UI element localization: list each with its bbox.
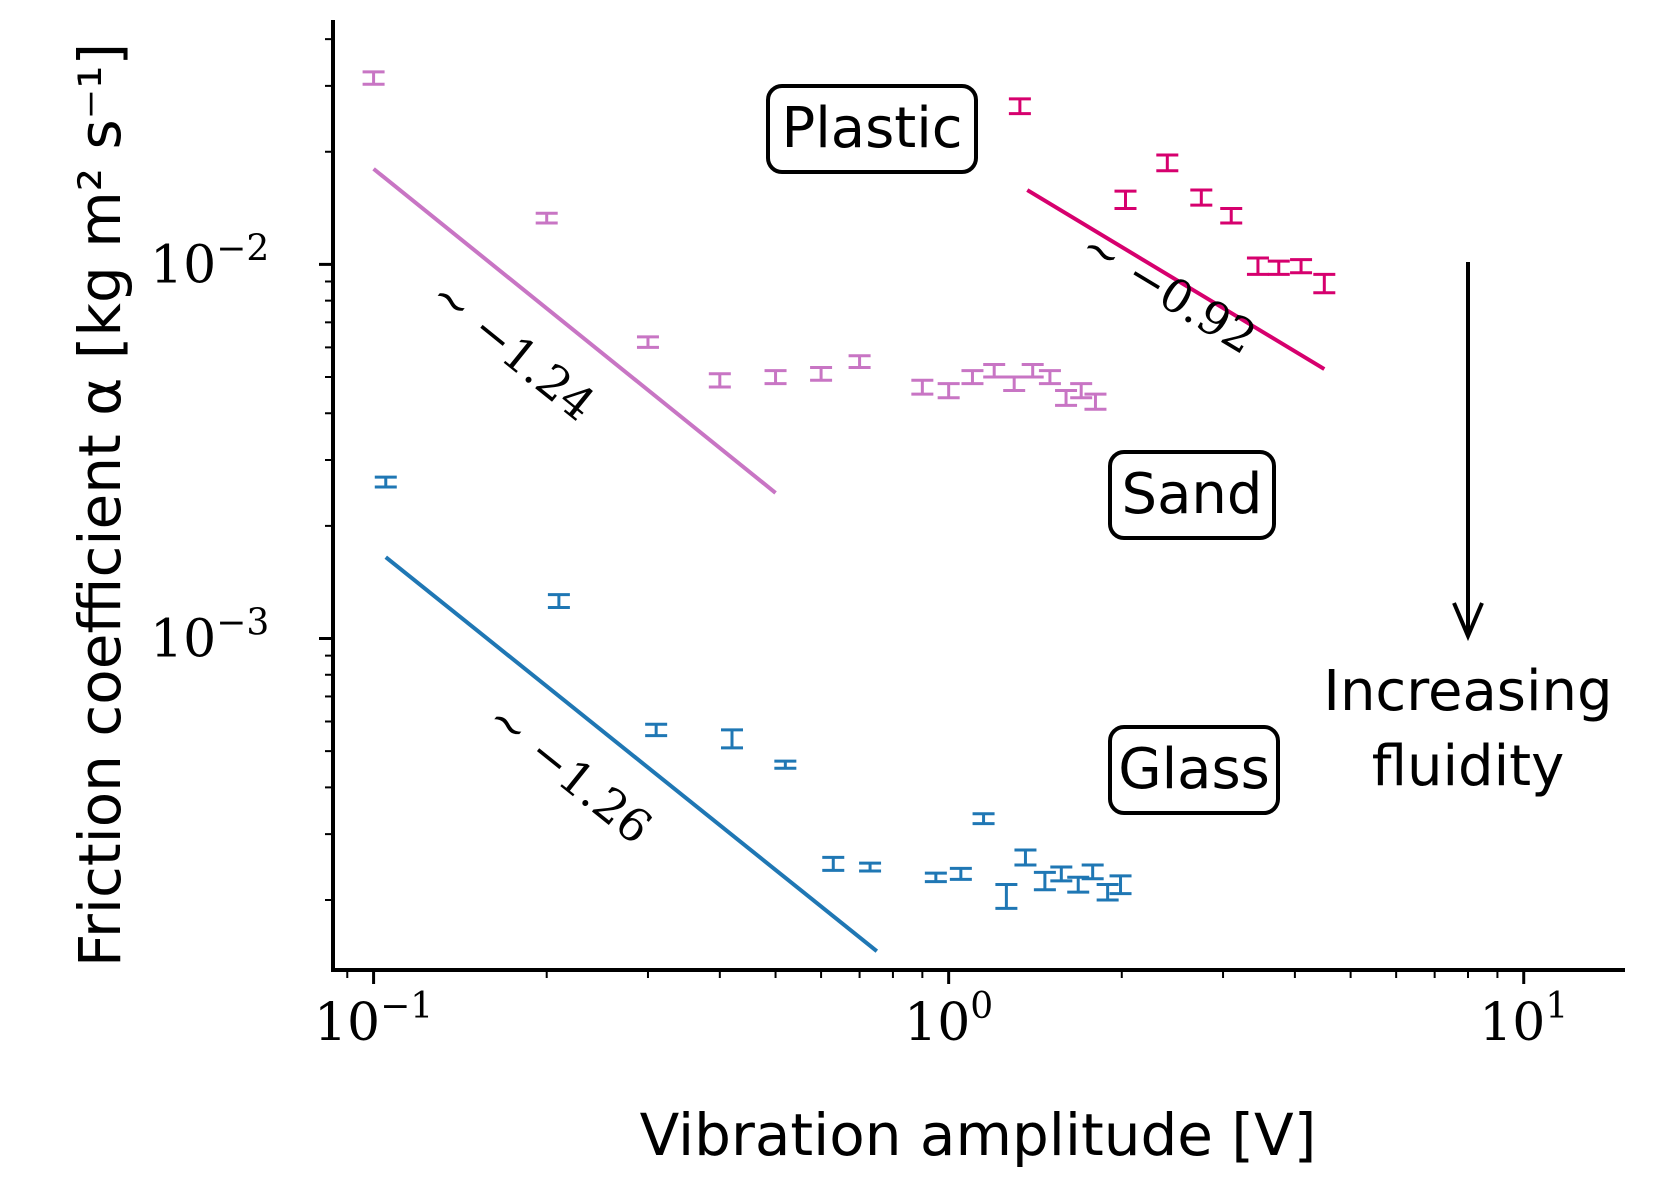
glass-data-point	[924, 871, 947, 884]
plastic-data-point	[1267, 259, 1290, 276]
glass-data-point	[859, 861, 882, 873]
plastic-data-point	[1313, 272, 1336, 295]
glass-data-point	[1081, 863, 1104, 881]
x-tick-label: 10−1	[314, 986, 433, 1053]
glass-data-point	[547, 593, 570, 610]
sand-data-point	[636, 335, 659, 349]
sand-data-point	[848, 354, 871, 370]
glass-data-point	[1109, 874, 1132, 896]
plastic-label-box: Plastic	[766, 84, 978, 174]
sand-data-point	[961, 369, 984, 386]
glass-data-point	[774, 759, 797, 770]
plastic-data-point	[1246, 256, 1269, 276]
glass-data-point	[721, 728, 744, 750]
sand-slope-label: ∼ −1.24	[420, 268, 605, 432]
x-tick-label: 101	[1479, 986, 1568, 1053]
sand-label: Sand	[1122, 462, 1263, 527]
sand-data-point	[764, 369, 787, 386]
sand-data-point	[911, 378, 934, 396]
sand-data-point	[810, 366, 833, 382]
sand-data-point	[535, 211, 558, 225]
glass-label: Glass	[1118, 737, 1270, 802]
sand-data-point	[1003, 375, 1026, 393]
glass-data-point	[1096, 883, 1119, 902]
glass-data-point	[374, 475, 397, 489]
y-axis-label: Friction coefficient α [kg m² s⁻¹]	[66, 43, 134, 967]
plastic-label: Plastic	[781, 96, 962, 161]
glass-data-point	[1050, 865, 1073, 883]
plastic-fit-line	[1026, 188, 1326, 371]
plastic-data-point	[1114, 189, 1137, 211]
plastic-data-point	[1220, 207, 1243, 225]
sand-fit-line	[372, 167, 777, 495]
y-tick-label: 10−3	[150, 603, 269, 670]
glass-data-point	[1014, 848, 1037, 867]
glass-slope-label: ∼ −1.26	[477, 691, 662, 855]
sand-data-point	[1021, 362, 1044, 379]
sand-series: ∼ −1.24	[362, 70, 1107, 495]
x-axis-label: Vibration amplitude [V]	[640, 1101, 1317, 1169]
plastic-data-point	[1290, 258, 1313, 275]
glass-data-point	[995, 883, 1018, 910]
y-tick-label: 10−2	[150, 228, 269, 295]
fluidity-annotation-line1: Increasing	[1323, 659, 1612, 724]
sand-data-point	[362, 70, 385, 86]
sand-data-point	[1070, 382, 1093, 400]
glass-data-point	[645, 722, 668, 738]
plastic-data-point	[1008, 97, 1031, 116]
glass-series: ∼ −1.26	[374, 475, 1132, 953]
sand-data-point	[1038, 369, 1061, 386]
sand-data-point	[1055, 389, 1078, 407]
sand-data-point	[937, 382, 960, 400]
glass-data-point	[949, 866, 972, 881]
axis-ticks: 10−1 100 101 10−3 10−2	[150, 38, 1568, 1053]
fluidity-annotation-line2: fluidity	[1372, 734, 1565, 799]
fluidity-arrow	[1452, 262, 1484, 642]
sand-data-point	[983, 362, 1006, 379]
sand-label-box: Sand	[1108, 450, 1276, 540]
glass-data-point	[972, 812, 995, 826]
plastic-slope-label: ∼ −0.92	[1071, 218, 1265, 364]
glass-data-point	[822, 855, 845, 872]
glass-label-box: Glass	[1108, 725, 1280, 815]
sand-data-point	[1084, 392, 1107, 411]
plastic-data-point	[1156, 153, 1179, 173]
plastic-series: ∼ −0.92	[1008, 97, 1336, 371]
glass-fit-line	[384, 555, 879, 953]
plastic-data-point	[1190, 188, 1213, 207]
x-tick-label: 100	[904, 986, 993, 1053]
sand-data-point	[708, 372, 731, 389]
glass-data-point	[1033, 870, 1056, 892]
